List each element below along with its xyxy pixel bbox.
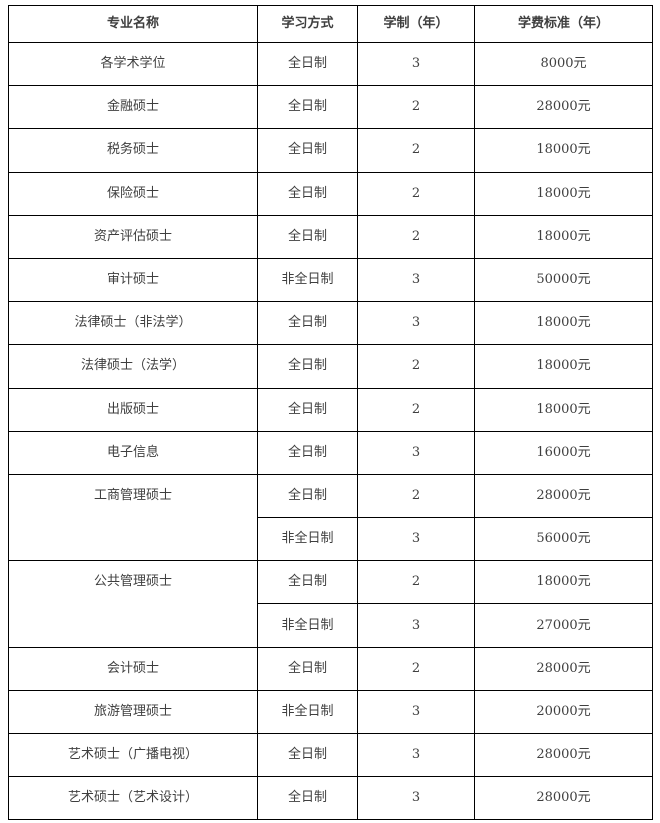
duration-cell: 3: [357, 603, 475, 648]
major-cell: 审计硕士: [8, 257, 258, 303]
major-cell: 资产评估硕士: [8, 214, 258, 259]
table-row: 旅游管理硕士 非全日制 3 20000元: [8, 689, 653, 735]
fee-cell: 28000元: [474, 85, 653, 130]
study-mode-cell: 全日制: [257, 430, 358, 475]
tuition-fee-table: 专业名称 学习方式 学制（年） 学费标准（年） 各学术学位 全日制 3 8000元 金融…: [8, 5, 653, 821]
column-header-major: 专业名称: [8, 5, 258, 43]
major-cell: 出版硕士: [8, 387, 258, 432]
study-mode-cell: 全日制: [257, 128, 358, 173]
fee-cell: 27000元: [474, 603, 653, 648]
fee-cell: 18000元: [474, 301, 653, 346]
table-body: 各学术学位 全日制 3 8000元 金融硕士 全日制 2 28000元 税务硕士 全日制 2 1800…: [8, 41, 653, 821]
study-mode-cell: 全日制: [257, 732, 358, 778]
duration-cell: 2: [357, 171, 475, 216]
major-cell: 法律硕士（非法学）: [8, 301, 258, 346]
table-row: 法律硕士（法学） 全日制 2 18000元: [8, 344, 653, 389]
table-row: 保险硕士 全日制 2 18000元: [8, 171, 653, 216]
table-row: 艺术硕士（艺术设计） 全日制 3 28000元: [8, 776, 653, 821]
study-mode-cell: 全日制: [257, 344, 358, 389]
duration-cell: 3: [357, 257, 475, 303]
study-mode-cell: 全日制: [257, 560, 358, 605]
table-row: 资产评估硕士 全日制 2 18000元: [8, 214, 653, 259]
table-row: 艺术硕士（广播电视） 全日制 3 28000元: [8, 732, 653, 778]
study-mode-cell: 非全日制: [257, 257, 358, 303]
duration-cell: 3: [357, 732, 475, 778]
fee-cell: 18000元: [474, 387, 653, 432]
column-header-study-mode: 学习方式: [257, 5, 358, 43]
study-mode-cell: 全日制: [257, 387, 358, 432]
study-mode-cell: 全日制: [257, 776, 358, 821]
fee-cell: 16000元: [474, 430, 653, 475]
fee-cell: 56000元: [474, 517, 653, 562]
duration-cell: 3: [357, 430, 475, 475]
fee-cell: 20000元: [474, 689, 653, 735]
study-mode-cell: 非全日制: [257, 689, 358, 735]
duration-cell: 2: [357, 344, 475, 389]
duration-cell: 2: [357, 214, 475, 259]
duration-cell: 2: [357, 128, 475, 173]
duration-cell: 3: [357, 689, 475, 735]
column-header-fee: 学费标准（年）: [474, 5, 653, 43]
duration-cell: 2: [357, 85, 475, 130]
table-row: 各学术学位 全日制 3 8000元: [8, 41, 653, 87]
study-mode-cell: 非全日制: [257, 603, 358, 648]
table-row: 法律硕士（非法学） 全日制 3 18000元: [8, 301, 653, 346]
table-row: 工商管理硕士 全日制 2 28000元: [8, 473, 653, 562]
table-row: 出版硕士 全日制 2 18000元: [8, 387, 653, 432]
fee-cell: 28000元: [474, 473, 653, 519]
column-header-duration: 学制（年）: [357, 5, 475, 43]
table-row: 非全日制 3 56000元: [9, 517, 653, 562]
major-cell: 法律硕士（法学）: [8, 344, 258, 389]
study-mode-cell: 全日制: [257, 646, 358, 691]
study-mode-cell: 非全日制: [257, 517, 358, 562]
fee-cell: 18000元: [474, 214, 653, 259]
fee-cell: 50000元: [474, 257, 653, 303]
major-cell: 会计硕士: [8, 646, 258, 691]
study-mode-cell: 全日制: [257, 214, 358, 259]
fee-cell: 18000元: [474, 171, 653, 216]
major-cell: 工商管理硕士: [8, 473, 258, 562]
major-cell: 艺术硕士（广播电视）: [8, 732, 258, 778]
table-row: 审计硕士 非全日制 3 50000元: [8, 257, 653, 303]
duration-cell: 2: [357, 473, 475, 519]
major-cell: 各学术学位: [8, 41, 258, 87]
study-mode-cell: 全日制: [257, 473, 358, 519]
fee-cell: 18000元: [474, 344, 653, 389]
fee-cell: 28000元: [474, 776, 653, 821]
study-mode-cell: 全日制: [257, 171, 358, 216]
duration-cell: 2: [357, 387, 475, 432]
fee-cell: 28000元: [474, 646, 653, 691]
table-row: 金融硕士 全日制 2 28000元: [8, 85, 653, 130]
table-row: 会计硕士 全日制 2 28000元: [8, 646, 653, 691]
header-row: 专业名称 学习方式 学制（年） 学费标准（年）: [8, 5, 653, 43]
major-cell: 税务硕士: [8, 128, 258, 173]
fee-cell: 18000元: [474, 560, 653, 605]
major-cell: 旅游管理硕士: [8, 689, 258, 735]
major-cell: 艺术硕士（艺术设计）: [8, 776, 258, 821]
table-row: 电子信息 全日制 3 16000元: [8, 430, 653, 475]
major-cell: 保险硕士: [8, 171, 258, 216]
major-cell: 金融硕士: [8, 85, 258, 130]
table-row: 公共管理硕士 全日制 2 18000元: [8, 560, 653, 648]
duration-cell: 3: [357, 301, 475, 346]
study-mode-cell: 全日制: [257, 41, 358, 87]
fee-cell: 28000元: [474, 732, 653, 778]
major-cell: 电子信息: [8, 430, 258, 475]
duration-cell: 3: [357, 517, 475, 562]
duration-cell: 3: [357, 41, 475, 87]
major-cell: 公共管理硕士: [8, 560, 258, 648]
fee-cell: 8000元: [474, 41, 653, 87]
study-mode-cell: 全日制: [257, 301, 358, 346]
table-row: 税务硕士 全日制 2 18000元: [8, 128, 653, 173]
duration-cell: 2: [357, 560, 475, 605]
duration-cell: 2: [357, 646, 475, 691]
duration-cell: 3: [357, 776, 475, 821]
table-row: 非全日制 3 27000元: [9, 603, 653, 648]
study-mode-cell: 全日制: [257, 85, 358, 130]
fee-cell: 18000元: [474, 128, 653, 173]
